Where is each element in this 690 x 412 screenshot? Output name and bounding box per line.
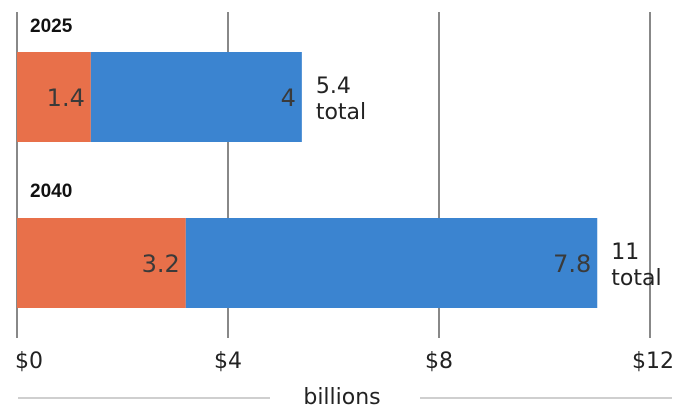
x-tick-label: $12 — [632, 349, 674, 374]
x-tick-label: $0 — [15, 349, 43, 374]
total-word: total — [611, 266, 661, 291]
bar-segment — [185, 218, 598, 308]
bar-segment — [90, 52, 302, 142]
x-axis: billions $0 $4 $8 $12 — [15, 349, 674, 410]
total-value: 11 — [611, 240, 639, 265]
bars — [17, 52, 598, 308]
segment-value-label: 7.8 — [553, 250, 591, 278]
total-word: total — [316, 100, 366, 125]
segment-value-label: 4 — [281, 84, 296, 112]
bar-segment — [17, 218, 186, 308]
total-value: 5.4 — [316, 74, 351, 99]
segment-value-label: 3.2 — [142, 250, 180, 278]
category-label: 2025 — [30, 16, 73, 37]
category-label: 2040 — [30, 181, 72, 202]
x-axis-title: billions — [303, 385, 380, 410]
x-tick-label: $4 — [214, 349, 242, 374]
bar-segment — [17, 52, 91, 142]
x-tick-label: $8 — [425, 349, 453, 374]
segment-value-label: 1.4 — [47, 84, 85, 112]
